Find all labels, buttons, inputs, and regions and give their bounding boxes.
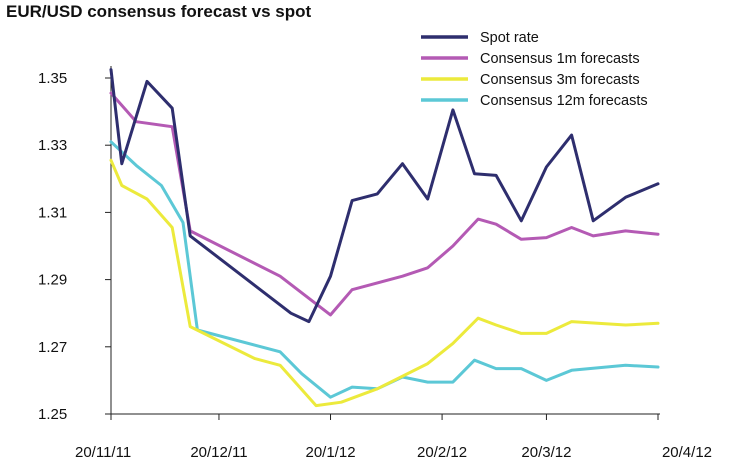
y-tick-label: 1.29: [38, 272, 67, 289]
series-line-3: [109, 140, 660, 399]
x-tick-label: 20/12/11: [190, 444, 247, 461]
legend: Spot rate Consensus 1m forecasts Consensus…: [421, 30, 648, 109]
y-tick-label: 1.33: [38, 137, 67, 154]
x-tick-label: 20/3/12: [521, 444, 571, 461]
x-tick-label: 20/2/12: [417, 444, 467, 461]
series-line-2: [109, 158, 660, 408]
series-line-1: [109, 91, 660, 317]
x-tick-label: 20/4/12: [662, 444, 712, 461]
x-tick-label: 20/11/11: [75, 444, 131, 461]
legend-label: Spot rate: [480, 30, 539, 46]
x-tick-label: 20/1/12: [305, 444, 355, 461]
legend-label: Consensus 3m forecasts: [480, 72, 640, 88]
legend-label: Consensus 12m forecasts: [480, 93, 648, 109]
series-line-0: [109, 68, 660, 324]
axes: 1.25 1.27 1.29 1.31 1.33 1.35 20/11/11 20/12/11…: [38, 66, 712, 461]
y-tick-label: 1.35: [38, 70, 67, 87]
chart-title: EUR/USD consensus forecast vs spot: [6, 2, 312, 21]
y-tick-label: 1.25: [38, 406, 67, 423]
legend-label: Consensus 1m forecasts: [480, 51, 640, 67]
series-lines: [109, 68, 660, 408]
y-tick-label: 1.31: [38, 204, 67, 221]
y-tick-label: 1.27: [38, 339, 67, 356]
